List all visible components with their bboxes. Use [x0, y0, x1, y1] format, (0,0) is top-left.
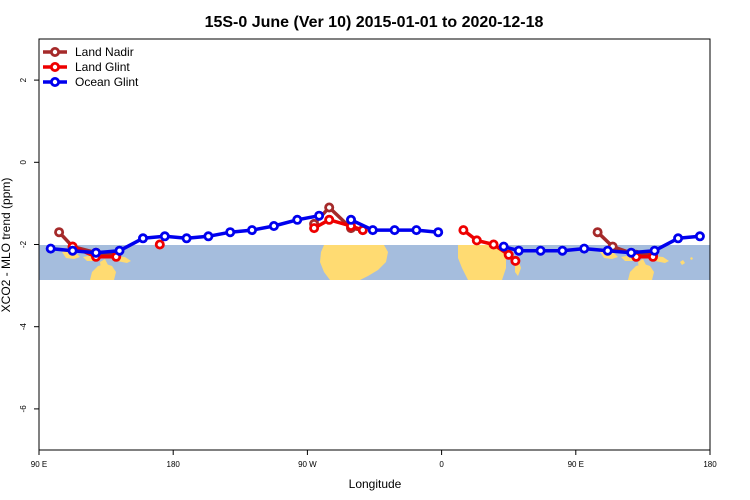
data-point-land-glint	[488, 239, 499, 250]
data-point-land-glint	[324, 214, 335, 225]
land-africa	[458, 245, 506, 280]
x-tick-label: 0	[439, 460, 444, 469]
chart-title: 15S-0 June (Ver 10) 2015-01-01 to 2020-1…	[205, 14, 544, 31]
data-point-ocean-glint	[345, 214, 356, 225]
land-indonesia-right	[600, 250, 646, 271]
data-point-ocean-glint	[67, 245, 78, 256]
data-point-ocean-glint	[367, 225, 378, 236]
data-point-ocean-glint	[137, 233, 148, 244]
series-layer	[45, 202, 705, 266]
data-point-ocean-glint	[114, 245, 125, 256]
data-point-land-nadir	[592, 227, 603, 238]
series-line-land-nadir	[57, 231, 117, 257]
x-tick-label: 90 W	[298, 460, 317, 469]
data-point-ocean-glint	[181, 233, 192, 244]
data-point-ocean-glint	[694, 231, 705, 242]
legend-label-land-nadir: Land Nadir	[75, 45, 134, 59]
legend-label-ocean-glint: Ocean Glint	[75, 75, 139, 89]
data-point-ocean-glint	[498, 241, 509, 252]
data-point-land-nadir	[54, 227, 65, 238]
data-point-ocean-glint	[673, 233, 684, 244]
data-point-ocean-glint	[389, 225, 400, 236]
data-point-ocean-glint	[45, 243, 56, 254]
series-line-land-glint	[313, 218, 364, 232]
land-south-america	[320, 245, 388, 280]
x-axis-title: Longitude	[349, 477, 402, 491]
land-australia-left	[90, 264, 116, 280]
land-australia-right	[628, 264, 654, 280]
x-tick-label: 180	[703, 460, 717, 469]
plot-frame	[38, 38, 711, 451]
data-point-land-glint	[503, 249, 514, 260]
y-axis-title: XCO2 - MLO trend (ppm)	[0, 178, 13, 313]
data-point-ocean-glint	[292, 214, 303, 225]
data-point-ocean-glint	[203, 231, 214, 242]
data-point-ocean-glint	[159, 231, 170, 242]
data-point-ocean-glint	[513, 245, 524, 256]
data-point-ocean-glint	[579, 243, 590, 254]
y-axis: -6 -4 -2 0 2	[19, 77, 39, 412]
data-point-ocean-glint	[91, 247, 102, 258]
series-line-ocean-glint	[503, 234, 701, 255]
y-tick-label: 2	[19, 77, 28, 82]
data-point-land-glint	[309, 223, 320, 234]
data-point-ocean-glint	[246, 225, 257, 236]
land-pacific-islands	[680, 257, 693, 265]
data-point-land-glint	[510, 255, 521, 266]
x-tick-label: 90 E	[31, 460, 47, 469]
data-point-ocean-glint	[268, 220, 279, 231]
y-tick-label: -2	[19, 240, 28, 248]
data-point-land-glint	[458, 225, 469, 236]
data-point-ocean-glint	[225, 227, 236, 238]
legend-label-land-glint: Land Glint	[75, 60, 130, 74]
data-point-land-glint	[154, 239, 165, 250]
y-tick-label: -4	[19, 323, 28, 331]
legend-marker-ocean-glint	[50, 77, 61, 88]
data-point-ocean-glint	[626, 247, 637, 258]
legend-marker-land-nadir	[50, 47, 61, 58]
data-point-ocean-glint	[602, 245, 613, 256]
data-point-ocean-glint	[314, 210, 325, 221]
y-tick-label: 0	[19, 160, 28, 165]
data-point-ocean-glint	[411, 225, 422, 236]
data-point-ocean-glint	[557, 245, 568, 256]
data-point-ocean-glint	[649, 245, 660, 256]
x-axis: 90 E 180 90 W 0 90 E 180	[31, 450, 717, 469]
data-point-ocean-glint	[535, 245, 546, 256]
data-point-ocean-glint	[433, 227, 444, 238]
data-point-land-glint	[471, 235, 482, 246]
data-point-land-nadir	[324, 202, 335, 213]
legend-marker-land-glint	[50, 62, 61, 73]
x-tick-label: 180	[167, 460, 181, 469]
x-tick-label: 90 E	[568, 460, 584, 469]
y-tick-label: -6	[19, 405, 28, 413]
